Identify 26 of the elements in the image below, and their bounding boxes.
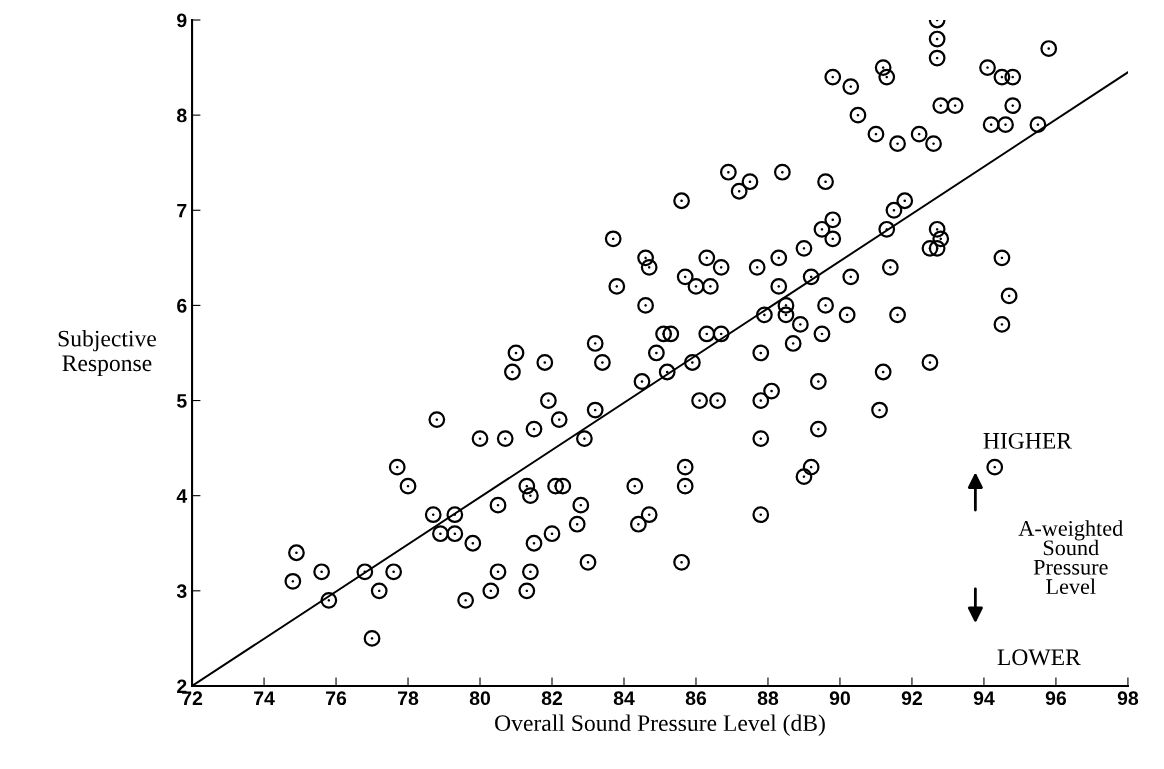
x-tick-label: 80 — [469, 691, 491, 706]
annotation: A-weighted Sound Pressure Level — [1018, 520, 1123, 595]
x-tick-label: 98 — [1117, 691, 1139, 706]
x-tick-label: 74 — [254, 691, 275, 705]
x-tick-label: 92 — [901, 691, 922, 706]
y-axis-title: Subjective Response — [58, 329, 156, 377]
x-tick-label: 94 — [973, 691, 995, 706]
y-tick-label: 9 — [177, 13, 187, 28]
x-tick-label: 84 — [613, 691, 635, 706]
x-tick-label: 76 — [326, 691, 347, 706]
x-tick-label: 82 — [541, 691, 563, 706]
x-tick-label: 86 — [685, 691, 707, 706]
x-tick-label: 96 — [1045, 691, 1067, 706]
x-tick-label: 78 — [398, 691, 419, 706]
annotation: HIGHER — [983, 432, 1073, 449]
y-tick-label: 3 — [176, 584, 187, 599]
x-tick-label: 90 — [829, 691, 850, 706]
x-tick-label: 88 — [757, 691, 779, 706]
y-tick-label: 5 — [176, 394, 187, 408]
y-tick-label: 4 — [176, 489, 188, 503]
annotation: LOWER — [997, 649, 1081, 666]
y-tick-label: 2 — [177, 679, 187, 693]
y-tick-label: 8 — [177, 108, 187, 123]
y-tick-label: 7 — [177, 203, 187, 218]
y-tick-label: 6 — [177, 298, 187, 313]
x-axis-title: Overall Sound Pressure Level (dB) — [495, 714, 825, 736]
